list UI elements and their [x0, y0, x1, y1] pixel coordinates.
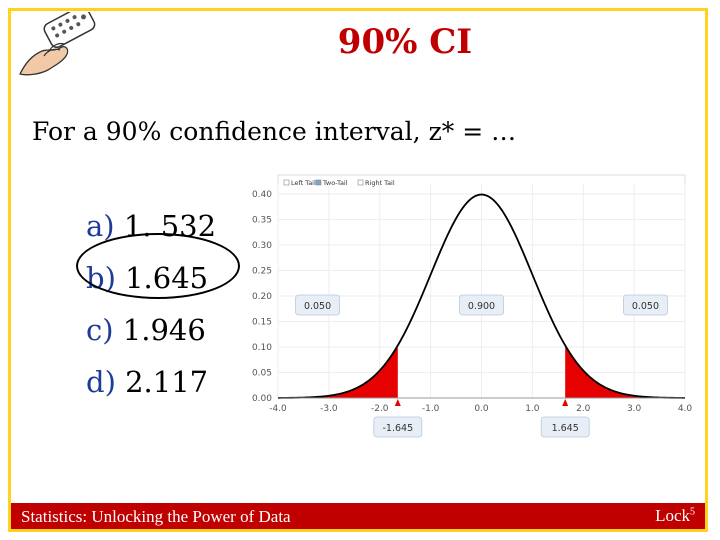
- option-letter: c): [86, 313, 114, 347]
- cutoff-marker: [562, 399, 569, 406]
- footer-author: Lock5: [655, 506, 695, 526]
- y-tick-label: 0.05: [252, 369, 272, 379]
- slide-title: 90% CI: [337, 22, 473, 62]
- cutoff-value-box: [373, 416, 423, 438]
- tail-option-checkbox: [283, 179, 290, 186]
- hand-holding-clicker-icon: [19, 12, 96, 76]
- x-tick-label: -3.0: [320, 404, 338, 414]
- left-tail-area: [278, 345, 398, 398]
- cutoff-value-label: 1.645: [552, 423, 579, 434]
- tail-option-label: Right Tail: [365, 179, 395, 187]
- tail-option-checkbox: [315, 179, 322, 186]
- x-tick-label: -4.0: [269, 404, 287, 414]
- region-probability-label: 0.050: [632, 301, 659, 312]
- y-tick-label: 0.10: [252, 343, 272, 353]
- y-tick-label: 0.20: [252, 292, 272, 302]
- cutoff-value-label: -1.645: [382, 423, 413, 434]
- region-probability-label: 0.900: [468, 301, 495, 312]
- answer-options: a) 1. 532 b) 1.645 c) 1.946 d) 2.117: [86, 200, 216, 408]
- option-letter: d): [86, 365, 116, 399]
- correct-answer-circle: [76, 233, 240, 299]
- region-probability-box: [295, 294, 340, 316]
- option-letter: a): [86, 209, 115, 243]
- x-tick-label: -2.0: [371, 404, 389, 414]
- option-value: 2.117: [125, 365, 209, 399]
- footer-author-name: Lock: [655, 506, 690, 525]
- x-tick-label: 3.0: [627, 404, 642, 414]
- footer-title: Statistics: Unlocking the Power of Data: [21, 507, 291, 526]
- y-tick-label: 0.00: [252, 394, 272, 404]
- option-c: c) 1.946: [86, 304, 216, 356]
- option-value: 1.946: [122, 313, 206, 347]
- y-tick-label: 0.15: [252, 318, 272, 328]
- y-tick-label: 0.30: [252, 241, 272, 251]
- tail-option-checkbox: [357, 179, 364, 186]
- normal-curve: [277, 193, 686, 399]
- option-d: d) 2.117: [86, 356, 216, 408]
- normal-distribution-chart: Left Tail Two-Tail Right Tail 0.00 0.05 0.10 0…: [252, 174, 693, 438]
- tail-option-label: Two-Tail: [322, 179, 348, 187]
- cutoff-value-box: [540, 416, 590, 438]
- question-text: For a 90% confidence interval, z* = …: [32, 117, 517, 146]
- x-tick-label: 4.0: [678, 404, 693, 414]
- region-probability-label: 0.050: [304, 301, 331, 312]
- region-probability-box: [459, 294, 504, 316]
- tail-option-label: Left Tail: [291, 179, 316, 187]
- footer-page-number: 5: [690, 506, 695, 518]
- y-tick-label: 0.35: [252, 216, 272, 226]
- x-tick-label: 2.0: [576, 404, 591, 414]
- x-tick-label: 1.0: [525, 404, 540, 414]
- right-tail-area: [565, 345, 685, 398]
- y-tick-label: 0.40: [252, 190, 272, 200]
- x-tick-label: 0.0: [474, 404, 489, 414]
- cutoff-marker: [394, 399, 401, 406]
- x-tick-label: -1.0: [422, 404, 440, 414]
- y-tick-label: 0.25: [252, 267, 272, 277]
- region-probability-box: [623, 294, 668, 316]
- footer-bar: Statistics: Unlocking the Power of Data …: [11, 503, 705, 529]
